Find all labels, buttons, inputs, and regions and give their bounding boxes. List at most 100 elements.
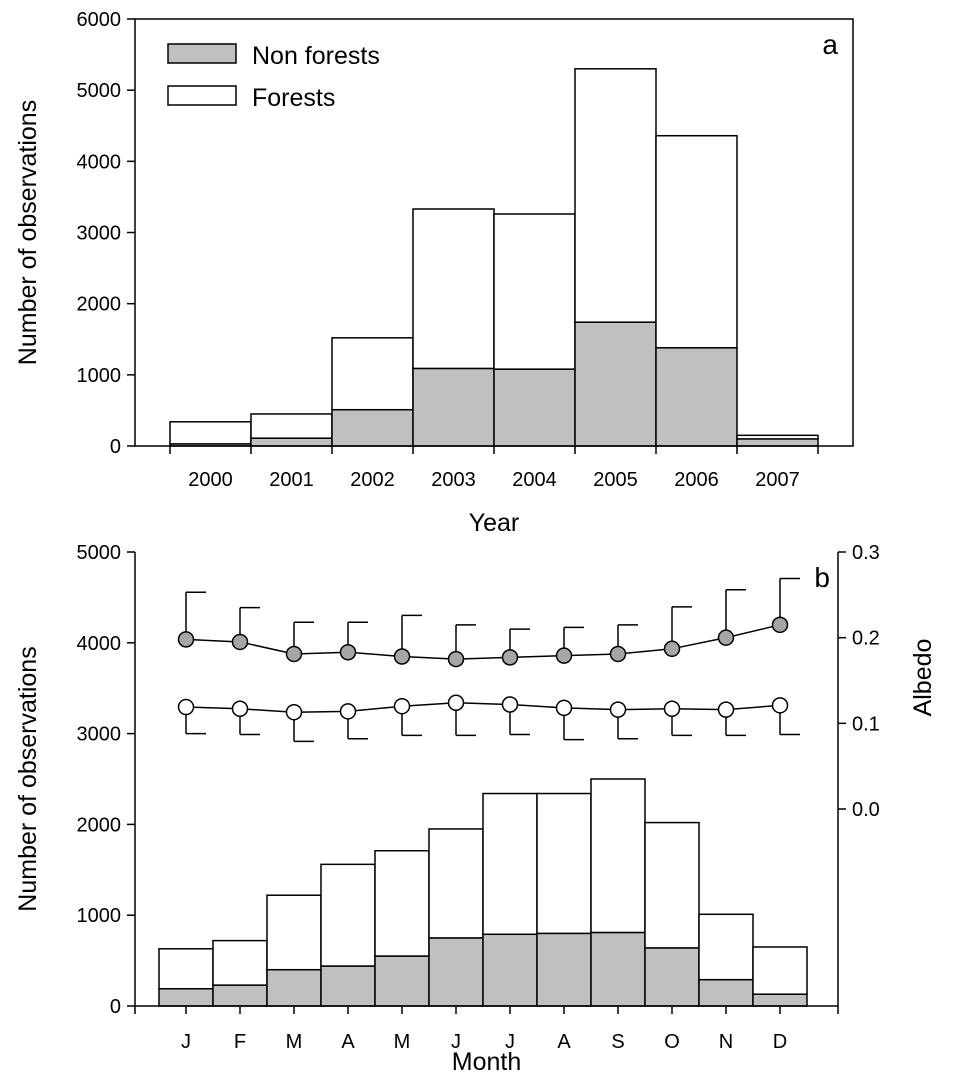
bar-non-forests-month-12 bbox=[752, 993, 808, 1007]
albedo-point-forests-month-12 bbox=[771, 697, 789, 714]
albedo-point-forests-month-11 bbox=[717, 701, 735, 718]
bar-non-forests-month-4 bbox=[320, 965, 376, 1007]
bar-forests-month-8 bbox=[536, 792, 592, 935]
bar-forests-2007 bbox=[736, 434, 819, 440]
x-tick-label-month-7: J bbox=[505, 1031, 515, 1053]
x-tick-label-month-2: F bbox=[234, 1031, 246, 1053]
bar-forests-month-3 bbox=[266, 894, 322, 971]
x-tick-label-2005: 2005 bbox=[593, 469, 638, 491]
x-tick-label-2003: 2003 bbox=[431, 469, 476, 491]
panel-a-plot-frame bbox=[134, 18, 854, 447]
bar-non-forests-2007 bbox=[736, 438, 819, 447]
albedo-point-forests-month-9 bbox=[609, 701, 627, 718]
bar-non-forests-month-9 bbox=[590, 931, 646, 1007]
y-tick-label: 6000 bbox=[77, 9, 122, 31]
bar-non-forests-month-3 bbox=[266, 968, 322, 1007]
albedo-point-forests-month-7 bbox=[501, 696, 519, 713]
y-tick-label: 3000 bbox=[77, 724, 122, 746]
y-tick-label: 4000 bbox=[77, 633, 122, 655]
bar-forests-month-1 bbox=[158, 948, 214, 990]
bar-forests-month-10 bbox=[644, 821, 700, 949]
albedo-line-non-forests bbox=[185, 624, 781, 660]
panel-a-letter: a bbox=[822, 29, 838, 60]
legend-label-non-forests: Non forests bbox=[252, 42, 380, 70]
y-tick-label: 2000 bbox=[77, 294, 122, 316]
y-tick-label: 1000 bbox=[77, 365, 122, 387]
bar-non-forests-2003 bbox=[412, 367, 495, 447]
x-tick-label-month-10: O bbox=[664, 1031, 680, 1053]
bar-forests-2006 bbox=[655, 134, 738, 349]
bar-forests-month-7 bbox=[482, 792, 538, 936]
legend-swatch-non-forests bbox=[167, 43, 237, 64]
y-tick-label: 3000 bbox=[77, 223, 122, 245]
legend-label-forests: Forests bbox=[252, 84, 335, 112]
bar-non-forests-2002 bbox=[331, 408, 414, 447]
panel-a-chart: 0 1000 2000 3000 4000 5000 6000 2000 2001 2002 200… bbox=[14, 9, 854, 537]
bar-forests-2002 bbox=[331, 337, 414, 411]
albedo-point-forests-month-5 bbox=[393, 697, 411, 715]
y-tick-label: 2000 bbox=[77, 814, 122, 836]
y-tick-label: 0 bbox=[110, 996, 121, 1018]
bar-forests-month-9 bbox=[590, 778, 646, 934]
y-tick-label: 5000 bbox=[77, 542, 122, 564]
bar-non-forests-month-5 bbox=[374, 955, 430, 1007]
y2-tick-label: 0.2 bbox=[852, 628, 880, 650]
x-tick-label-month-1: J bbox=[181, 1031, 191, 1053]
bar-forests-month-5 bbox=[374, 849, 430, 957]
albedo-point-forests-month-2 bbox=[231, 700, 249, 718]
bar-forests-2005 bbox=[574, 68, 657, 323]
albedo-point-non-forests-month-8 bbox=[555, 647, 573, 664]
albedo-point-non-forests-month-2 bbox=[231, 633, 249, 651]
y2-tick-label: 0.1 bbox=[852, 713, 880, 735]
x-tick-label-month-4: A bbox=[341, 1031, 355, 1053]
albedo-point-non-forests-month-5 bbox=[393, 648, 411, 665]
panel-a-x-axis-title: Year bbox=[469, 509, 520, 537]
y2-tick-label: 0.0 bbox=[852, 799, 880, 821]
albedo-point-non-forests-month-10 bbox=[663, 640, 681, 658]
bar-forests-month-4 bbox=[320, 863, 376, 967]
bar-forests-2004 bbox=[493, 213, 576, 370]
albedo-point-non-forests-month-3 bbox=[285, 645, 303, 663]
albedo-point-non-forests-month-12 bbox=[771, 616, 789, 634]
x-tick-label-2002: 2002 bbox=[350, 469, 395, 491]
panel-b-x-axis-title: Month bbox=[452, 1048, 521, 1076]
bar-non-forests-month-2 bbox=[212, 984, 268, 1007]
panel-a-legend: Non forests Forests bbox=[167, 42, 380, 112]
bar-non-forests-2005 bbox=[574, 321, 657, 447]
albedo-point-forests-month-1 bbox=[177, 698, 195, 716]
bar-forests-month-6 bbox=[428, 828, 484, 939]
bar-non-forests-month-11 bbox=[698, 978, 754, 1007]
bar-non-forests-month-7 bbox=[482, 933, 538, 1007]
bar-forests-2001 bbox=[250, 413, 333, 439]
x-tick-label-month-6: J bbox=[451, 1031, 461, 1053]
albedo-point-non-forests-month-4 bbox=[339, 643, 357, 661]
x-tick-label-2001: 2001 bbox=[269, 469, 314, 491]
x-tick-label-month-11: N bbox=[719, 1031, 733, 1053]
y-tick-label: 0 bbox=[110, 436, 121, 458]
y2-tick-label: 0.3 bbox=[852, 542, 880, 564]
albedo-series-non-forests bbox=[177, 577, 800, 668]
albedo-point-non-forests-month-9 bbox=[609, 645, 627, 663]
y-tick-label: 4000 bbox=[77, 151, 122, 173]
x-tick-label-2007: 2007 bbox=[755, 469, 800, 491]
x-tick-label-2004: 2004 bbox=[512, 469, 557, 491]
albedo-line-forests bbox=[185, 702, 781, 713]
bar-non-forests-2004 bbox=[493, 368, 576, 447]
bar-forests-2003 bbox=[412, 208, 495, 370]
panel-b-axes bbox=[134, 552, 839, 1007]
bar-non-forests-month-1 bbox=[158, 987, 214, 1007]
albedo-point-forests-month-6 bbox=[447, 694, 465, 712]
albedo-point-non-forests-month-1 bbox=[177, 631, 195, 648]
x-tick-label-month-9: S bbox=[611, 1031, 624, 1053]
bar-forests-month-12 bbox=[752, 946, 808, 995]
x-tick-label-month-3: M bbox=[286, 1031, 303, 1053]
x-tick-label-month-12: D bbox=[773, 1031, 787, 1053]
albedo-point-forests-month-10 bbox=[663, 700, 681, 718]
bar-non-forests-2006 bbox=[655, 347, 738, 447]
x-tick-label-month-5: M bbox=[394, 1031, 411, 1053]
bar-forests-2000 bbox=[169, 421, 252, 445]
bar-non-forests-month-8 bbox=[536, 932, 592, 1007]
legend-swatch-forests bbox=[167, 85, 237, 106]
y-tick-label: 5000 bbox=[77, 80, 122, 102]
